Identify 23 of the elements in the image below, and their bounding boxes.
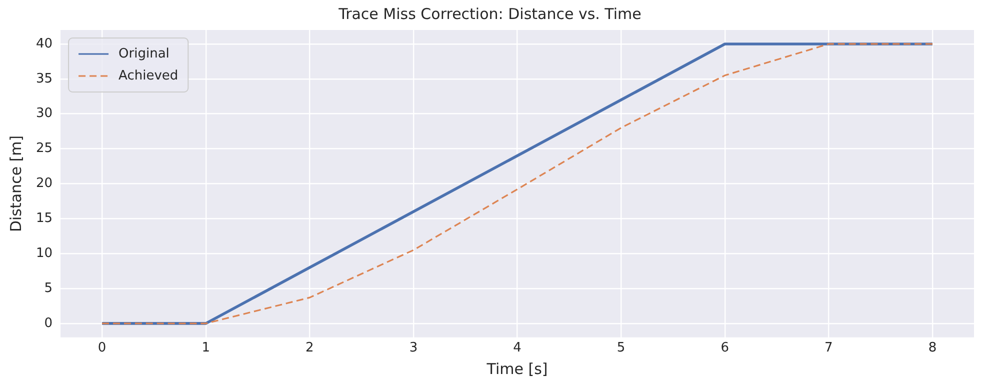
y-tick-label: 20 — [36, 176, 53, 192]
legend-label: Original — [118, 46, 170, 62]
legend-label: Achieved — [118, 68, 178, 84]
chart-title: Trace Miss Correction: Distance vs. Time — [338, 4, 642, 23]
y-tick-label: 30 — [36, 106, 53, 122]
x-tick-label: 3 — [409, 340, 418, 356]
x-axis-title: Time [s] — [486, 360, 548, 378]
y-axis-title: Distance [m] — [6, 135, 25, 232]
x-tick-label: 2 — [306, 340, 314, 356]
y-tick-label: 10 — [36, 246, 53, 261]
y-tick-label: 40 — [36, 36, 53, 52]
x-tick-label: 1 — [202, 340, 210, 356]
y-tick-label: 15 — [36, 211, 53, 226]
y-tick-label: 35 — [36, 71, 53, 86]
x-tick-label: 8 — [928, 340, 937, 356]
y-tick-label: 25 — [36, 141, 53, 156]
x-tick-label: 7 — [824, 340, 833, 356]
x-tick-label: 6 — [720, 340, 730, 356]
x-tick-label: 5 — [616, 340, 626, 356]
y-tick-label: 0 — [44, 316, 53, 331]
x-tick-label: 0 — [98, 340, 106, 356]
y-tick-label: 5 — [44, 280, 53, 296]
x-tick-label: 4 — [513, 340, 522, 356]
